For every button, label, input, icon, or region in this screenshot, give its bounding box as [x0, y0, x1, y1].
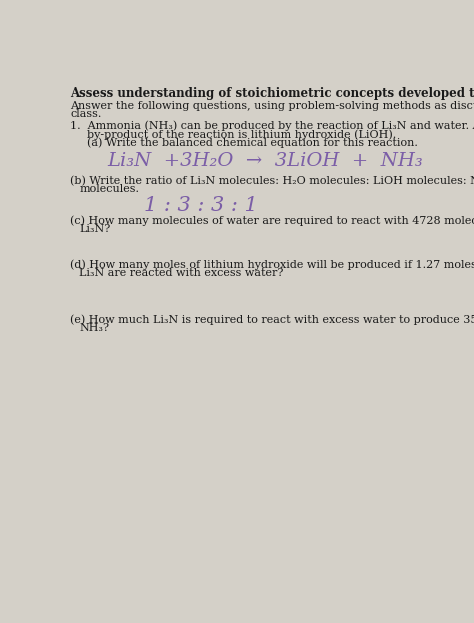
Text: class.: class. — [70, 109, 101, 119]
Text: (e) How much Li₃N is required to react with excess water to produce 35.4 g of: (e) How much Li₃N is required to react w… — [70, 315, 474, 325]
Text: Answer the following questions, using problem-solving methods as discussed in: Answer the following questions, using pr… — [70, 101, 474, 111]
Text: (d) How many moles of lithium hydroxide will be produced if 1.27 moles of: (d) How many moles of lithium hydroxide … — [70, 260, 474, 270]
Text: Assess understanding of stoichiometric concepts developed thus far.: Assess understanding of stoichiometric c… — [70, 87, 474, 100]
Text: (a) Write the balanced chemical equation for this reaction.: (a) Write the balanced chemical equation… — [87, 138, 418, 148]
Text: Li₃N?: Li₃N? — [80, 224, 111, 234]
Text: NH₃?: NH₃? — [80, 323, 109, 333]
Text: Li₃N  +3H₂O  →  3LiOH  +  NH₃: Li₃N +3H₂O → 3LiOH + NH₃ — [107, 153, 423, 171]
Text: (c) How many molecules of water are required to react with 4728 molecules of: (c) How many molecules of water are requ… — [70, 216, 474, 226]
Text: 1.  Ammonia (NH₃) can be produced by the reaction of Li₃N and water. A: 1. Ammonia (NH₃) can be produced by the … — [70, 121, 474, 131]
Text: by-product of the reaction is lithium hydroxide (LiOH).: by-product of the reaction is lithium hy… — [87, 129, 396, 140]
Text: (b) Write the ratio of Li₃N molecules: H₂O molecules: LiOH molecules: NH₃: (b) Write the ratio of Li₃N molecules: H… — [70, 176, 474, 186]
Text: Li₃N are reacted with excess water?: Li₃N are reacted with excess water? — [80, 268, 284, 278]
Text: 1 : 3 : 3 : 1: 1 : 3 : 3 : 1 — [144, 196, 257, 215]
Text: molecules.: molecules. — [80, 184, 139, 194]
